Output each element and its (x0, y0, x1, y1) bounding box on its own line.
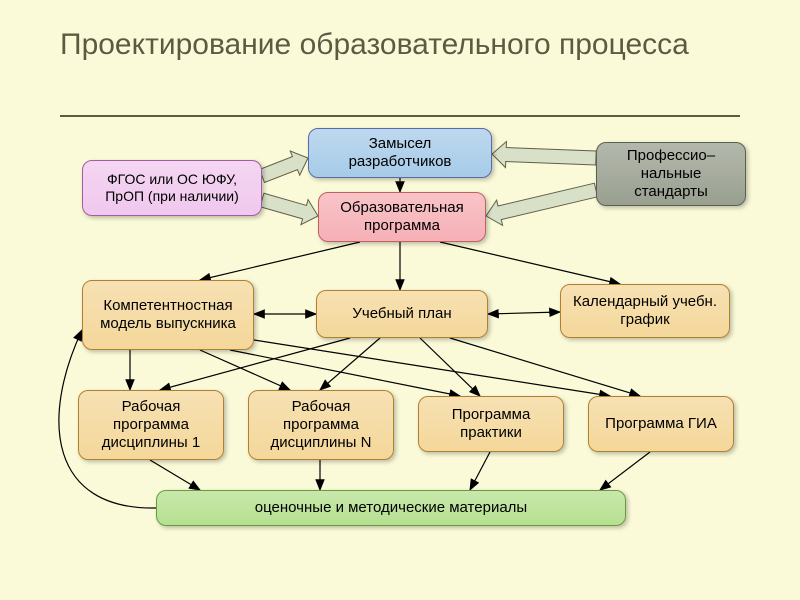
node-gia: Программа ГИА (588, 396, 734, 452)
node-op: Образовательная программа (318, 192, 486, 242)
node-fgos: ФГОС или ОС ЮФУ, ПрОП (при наличии) (82, 160, 262, 216)
slide-title: Проектирование образовательного процесса (60, 28, 689, 62)
node-rp1: Рабочая программа дисциплины 1 (78, 390, 224, 460)
title-underline (60, 115, 740, 117)
node-komp: Компетентностная модель выпускника (82, 280, 254, 350)
node-profstd: Профессио–нальные стандарты (596, 142, 746, 206)
node-rpn: Рабочая программа дисциплины N (248, 390, 394, 460)
node-ocen: оценочные и методические материалы (156, 490, 626, 526)
node-zamysel: Замысел разработчиков (308, 128, 492, 178)
node-uplan: Учебный план (316, 290, 488, 338)
node-praktika: Программа практики (418, 396, 564, 452)
node-kalendar: Календарный учебн. график (560, 284, 730, 338)
